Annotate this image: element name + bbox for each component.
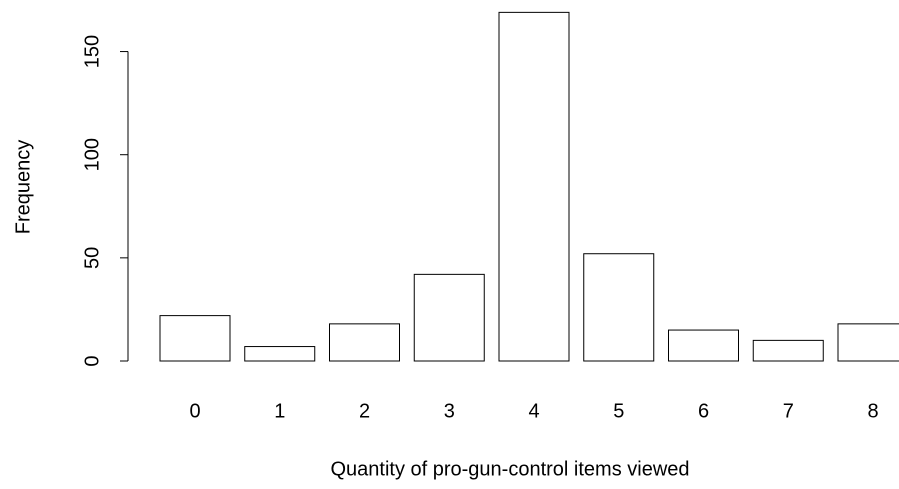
bar — [244, 346, 316, 362]
bar — [752, 339, 824, 362]
bar — [668, 329, 739, 362]
x-tick-label: 1 — [274, 400, 285, 422]
x-tick-label: 0 — [189, 400, 200, 422]
x-tick-label: 4 — [528, 400, 539, 422]
x-tick-label: 5 — [613, 400, 624, 422]
x-tick-label: 7 — [783, 400, 794, 422]
y-tick-label: 100 — [81, 138, 103, 171]
bar — [329, 323, 400, 362]
y-tick-label: 150 — [81, 35, 103, 68]
x-tick-label: 2 — [359, 400, 370, 422]
bar — [413, 273, 485, 362]
y-axis-label: Frequency — [12, 140, 34, 235]
y-tick-label: 50 — [81, 247, 103, 269]
x-axis-label: Quantity of pro-gun-control items viewed — [330, 458, 689, 480]
y-tick-label: 0 — [81, 355, 103, 366]
x-tick-label: 3 — [444, 400, 455, 422]
x-tick-label: 6 — [698, 400, 709, 422]
bar — [159, 315, 231, 362]
x-tick-label: 8 — [867, 400, 878, 422]
bar — [498, 11, 570, 362]
bar — [837, 323, 899, 362]
bar — [583, 253, 655, 362]
